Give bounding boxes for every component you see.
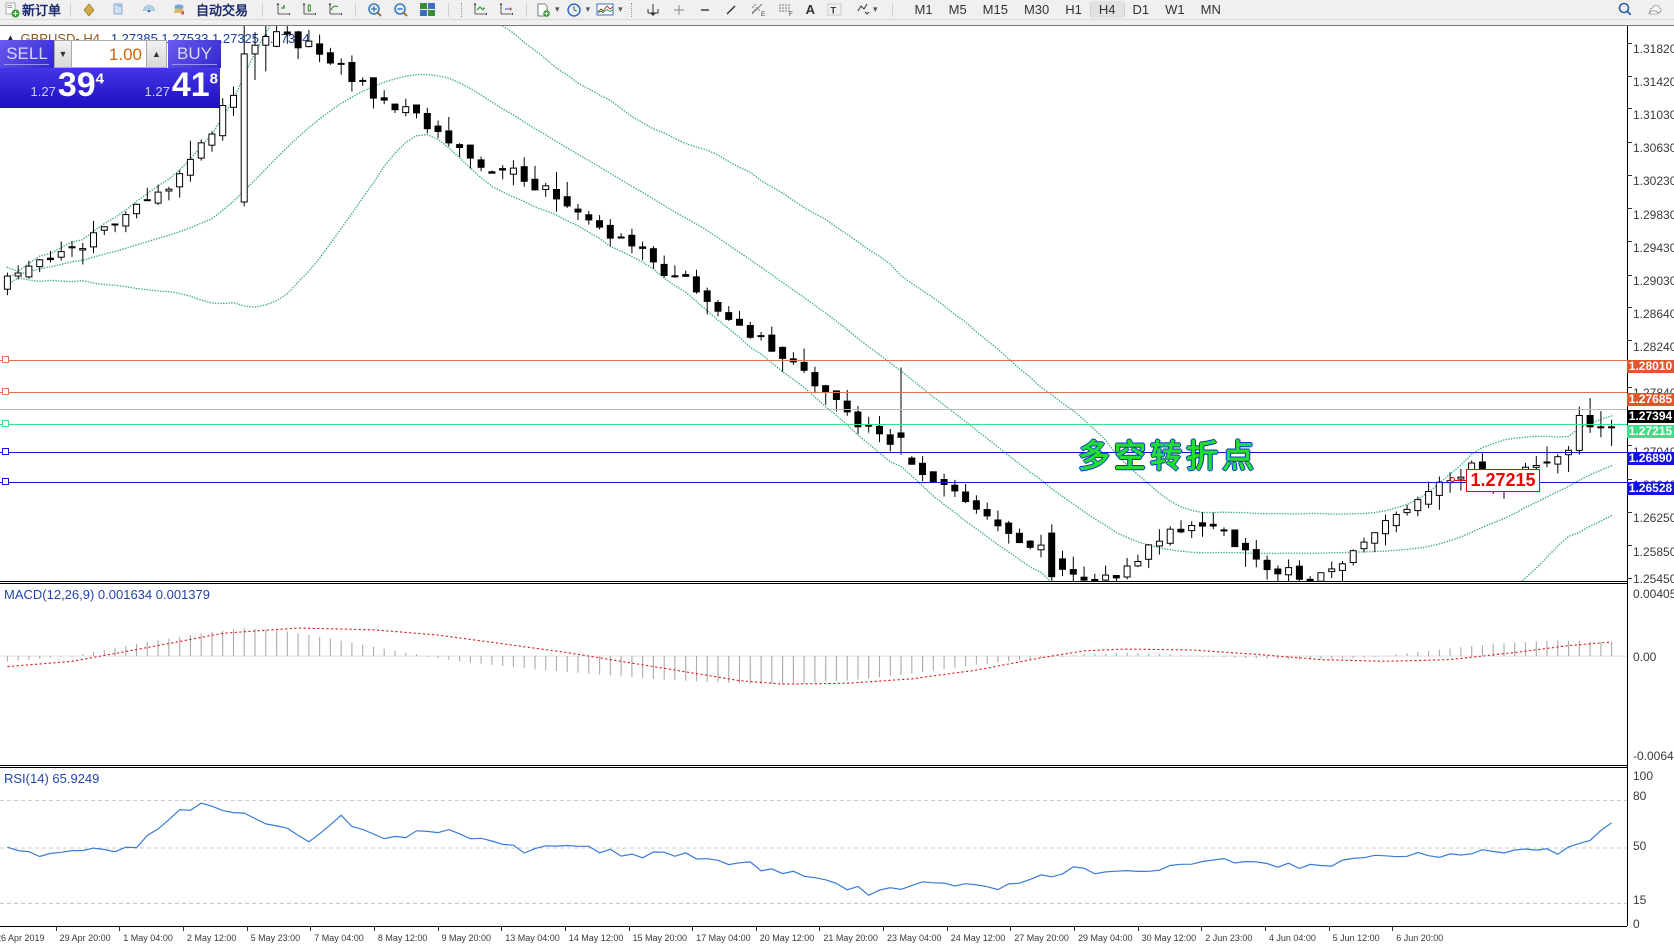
svg-text:E: E [761,12,765,17]
svg-text:T: T [831,5,837,15]
svg-text:F: F [789,12,793,17]
